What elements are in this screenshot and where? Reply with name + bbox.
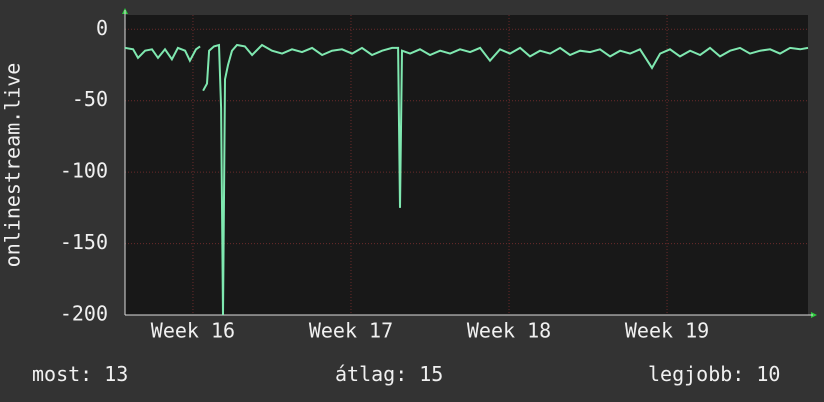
stat-label: most: — [32, 362, 92, 386]
x-tick-label: Week 16 — [151, 319, 235, 343]
y-tick-label: -100 — [60, 159, 108, 183]
x-tick-label: Week 17 — [309, 319, 393, 343]
data-line — [124, 43, 809, 316]
y-tick-label: -200 — [60, 302, 108, 326]
plot-area — [125, 15, 808, 315]
y-axis-label: onlinestream.live — [1, 63, 25, 268]
stat-label: legjobb: — [648, 362, 744, 386]
x-tick-label: Week 19 — [625, 319, 709, 343]
stat: átlag: 15 — [335, 362, 443, 386]
stat: legjobb: 10 — [648, 362, 780, 386]
stat-value: 10 — [756, 362, 780, 386]
stat: most: 13 — [32, 362, 128, 386]
stat-value: 13 — [104, 362, 128, 386]
y-tick-label: -50 — [72, 87, 108, 111]
y-tick-label: -150 — [60, 230, 108, 254]
x-tick-label: Week 18 — [467, 319, 551, 343]
axis-arrow — [811, 312, 817, 318]
stat-label: átlag: — [335, 362, 407, 386]
stat-value: 15 — [419, 362, 443, 386]
y-tick-label: 0 — [96, 16, 108, 40]
